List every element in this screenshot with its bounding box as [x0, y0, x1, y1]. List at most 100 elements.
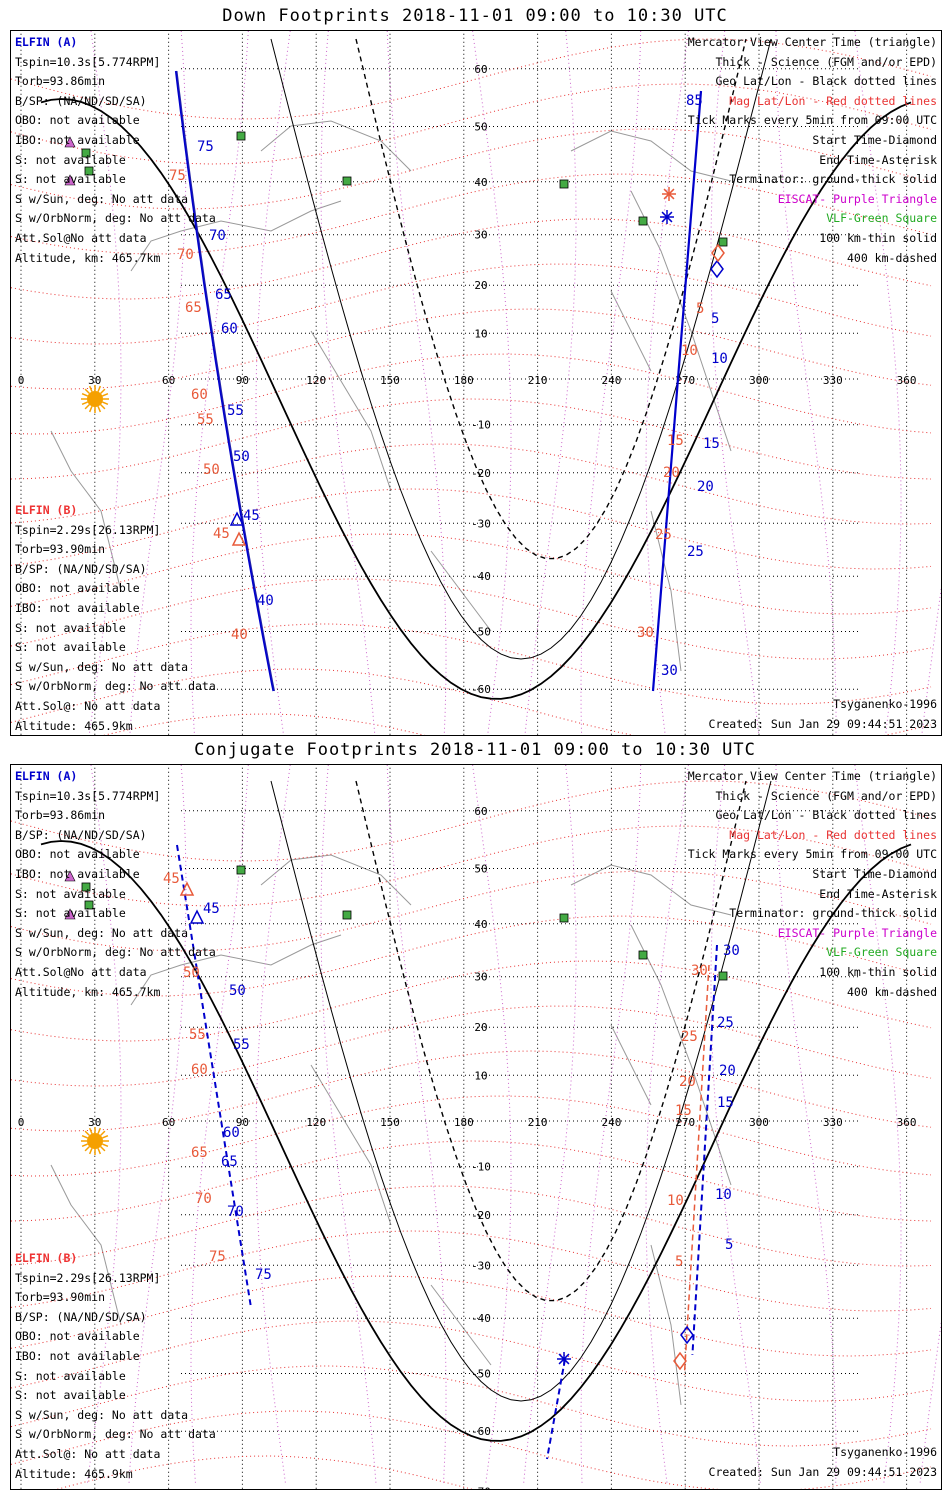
elfin-b-start-diamond — [673, 1351, 687, 1371]
elfin-b-info: ELFIN (B) Tspin=2.29s[26.13RPM] Torb=93.… — [15, 1249, 216, 1484]
sun-ray — [102, 392, 109, 397]
lat-label: 30 — [474, 971, 487, 984]
lon-label: 270 — [675, 1116, 695, 1129]
vlf-station-square — [81, 882, 91, 892]
elfin-a-line: Tspin=10.3s[5.774RPM] — [15, 54, 161, 69]
elfin-a-line: B/SP: (NA/ND/SD/SA) — [15, 93, 147, 108]
elfin-a-line: IBO: not available — [15, 866, 140, 881]
elfin-a-center-triangle — [229, 511, 245, 526]
elfin-b-line: Torb=93.90min — [15, 1290, 106, 1305]
mag-lat-line — [11, 1230, 932, 1312]
lat-label: 20 — [474, 1021, 487, 1034]
elfin-a-tick-label: 15 — [703, 436, 720, 452]
elfin-a-line: S w/OrbNorm, deg: No att data — [15, 945, 216, 960]
eiscat-triangle — [64, 870, 76, 882]
legend-entry: 400 km-dashed — [846, 250, 937, 265]
legend-entry: EISCAT- Purple Triangle — [777, 925, 937, 940]
lat-label: 10 — [474, 327, 487, 340]
lon-label: 60 — [162, 1116, 175, 1129]
mag-lat-line — [11, 38, 932, 120]
legend-entry: VLF-Green Square — [826, 945, 937, 960]
lat-label: -10 — [471, 419, 491, 432]
coastline — [650, 510, 682, 672]
elfin-b-line: Torb=93.90min — [15, 542, 106, 557]
elfin-b-line: Att.Sol@: No att data — [15, 698, 161, 713]
coastline — [650, 1244, 682, 1406]
vlf-station-square — [718, 237, 728, 247]
coastline — [630, 924, 732, 1186]
elfin-a-tick-label: 50 — [229, 983, 246, 999]
legend-entry: Mag Lat/Lon - Red dotted lines — [729, 93, 937, 108]
elfin-b-tick-label: 25 — [655, 527, 672, 543]
elfin-a-line: Altitude, km: 465.7km — [15, 984, 161, 999]
elfin-b-track-east — [683, 964, 710, 1376]
vlf-station-square — [718, 971, 728, 981]
lat-label: -50 — [471, 626, 491, 639]
elfin-a-tick-label: 60 — [221, 321, 238, 337]
lat-label: 40 — [474, 918, 487, 931]
elfin-a-tick-label: 25 — [717, 1015, 734, 1031]
lon-label: 300 — [749, 1116, 769, 1129]
elfin-a-line: S w/Sun, deg: No att data — [15, 925, 189, 940]
elfin-b-end-asterisk — [662, 187, 676, 201]
elfin-b-tick-label: 40 — [231, 627, 248, 643]
lat-label: -60 — [471, 1425, 491, 1438]
legend-entry: Tick Marks every 5min from 09:00 UTC — [687, 847, 937, 862]
elfin-b-label: ELFIN (B) — [15, 1251, 78, 1265]
elfin-a-tick-label: 15 — [717, 1095, 734, 1111]
mag-lat-line — [11, 308, 932, 390]
vlf-station-square — [84, 900, 94, 910]
elfin-a-tick-label: 75 — [197, 139, 214, 155]
sun-ray — [100, 388, 106, 394]
elfin-a-line: Att.Sol@No att data — [15, 230, 147, 245]
elfin-b-line: S: not available — [15, 1388, 126, 1403]
sun-ray — [100, 1130, 106, 1136]
mag-lat-line — [11, 623, 932, 705]
sun-ray — [102, 1143, 109, 1148]
legend-entry: Thick - Science (FGM and/or EPD) — [715, 788, 937, 803]
top-panel-title: Down Footprints 2018-11-01 09:00 to 10:3… — [222, 6, 728, 26]
elfin-a-end-asterisk — [660, 210, 674, 224]
elfin-b-line: Att.Sol@: No att data — [15, 1446, 161, 1461]
lon-label: 240 — [601, 374, 621, 387]
elfin-a-tick-label: 40 — [257, 593, 274, 609]
mag-lat-line — [11, 1005, 932, 1087]
mag-lat-line — [11, 488, 932, 570]
elfin-b-label: ELFIN (B) — [15, 503, 78, 517]
conjugate-footprints-map: 0306090120150180210240270300330360706050… — [11, 765, 941, 1489]
mag-lat-line — [11, 443, 932, 525]
sun-icon — [81, 1127, 109, 1155]
elfin-a-info: ELFIN (A) Tspin=10.3s[5.774RPM] Torb=93.… — [15, 33, 216, 268]
elfin-b-line: IBO: not available — [15, 1348, 140, 1363]
elfin-b-start-diamond — [711, 243, 725, 263]
mag-lon-line — [190, 31, 249, 735]
elfin-a-label: ELFIN (A) — [15, 769, 78, 783]
elfin-b-tick-label: 70 — [177, 247, 194, 263]
elfin-b-tick-label: 5 — [696, 301, 704, 317]
elfin-b-tick-label: 50 — [183, 965, 200, 981]
elfin-b-line: S w/Sun, deg: No att data — [15, 659, 189, 674]
legend-entry: VLF-Green Square — [826, 211, 937, 226]
legend-entry: Mercator View Center Time (triangle) — [687, 769, 937, 783]
lon-label: 60 — [162, 374, 175, 387]
elfin-b-tick-label: 45 — [163, 871, 180, 887]
mag-lat-line — [11, 1275, 932, 1357]
mag-lat-line — [11, 578, 932, 660]
mag-lon-line — [775, 31, 837, 735]
mag-lat-line — [11, 1185, 932, 1267]
mag-lon-line — [710, 765, 761, 1486]
sun-ray — [81, 392, 88, 397]
mag-lat-line — [11, 263, 932, 345]
elfin-a-start-diamond — [680, 1325, 694, 1345]
elfin-a-tick-label: 45 — [203, 901, 220, 917]
lon-label: 150 — [380, 1116, 400, 1129]
mag-lat-line — [11, 353, 932, 435]
sun-ray — [97, 406, 102, 413]
sun-ray — [100, 1146, 106, 1152]
sun-ray — [97, 1148, 102, 1155]
sun-ray — [88, 385, 93, 392]
elfin-b-line: S: not available — [15, 620, 126, 635]
mag-lat-line — [11, 825, 932, 907]
lon-label: 360 — [897, 1116, 917, 1129]
vlf-station-square — [638, 216, 648, 226]
